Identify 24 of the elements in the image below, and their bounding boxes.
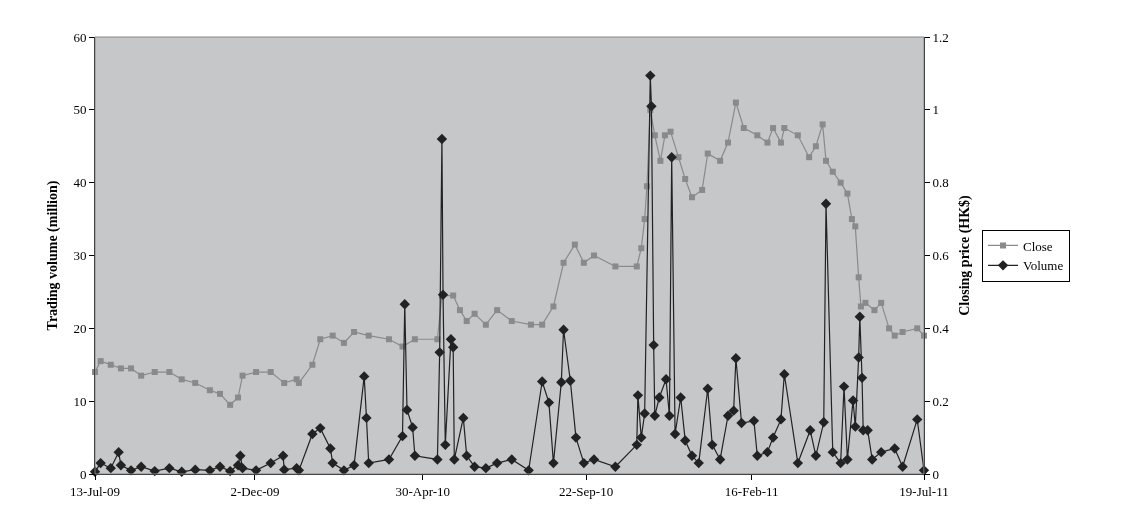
- y2-axis-title: Closing price (HK$): [957, 194, 973, 316]
- x-tick-label: 13-Jul-09: [70, 483, 120, 499]
- y-tick-label: 30: [73, 248, 87, 264]
- y-tick-label: 20: [73, 320, 87, 336]
- y-tick-label: 50: [73, 102, 87, 118]
- y-tick-label: 60: [73, 29, 87, 45]
- y2-tick-label: 0.8: [932, 175, 949, 191]
- x-tick-label: 16-Feb-11: [724, 483, 779, 499]
- x-tick-label: 22-Sep-10: [559, 483, 614, 499]
- x-tick-label: 2-Dec-09: [230, 483, 280, 499]
- y2-tick-label: 1: [932, 102, 940, 118]
- y2-tick-label: 0.6: [932, 248, 950, 264]
- x-tick-label: 19-Jul-11: [899, 483, 949, 499]
- legend-label: Volume: [1023, 258, 1064, 274]
- y-tick-label: 40: [73, 175, 87, 191]
- y2-tick-label: 0.4: [932, 320, 950, 336]
- y-axis-title: Trading volume (million): [45, 180, 61, 331]
- x-tick-label: 30-Apr-10: [395, 483, 451, 499]
- y-tick-label: 10: [73, 393, 87, 409]
- y-tick-label: 0: [79, 466, 87, 482]
- legend-label: Close: [1023, 238, 1053, 254]
- y2-tick-label: 0.2: [932, 393, 949, 409]
- y2-tick-label: 0: [932, 466, 940, 482]
- y2-tick-label: 1.2: [932, 29, 949, 45]
